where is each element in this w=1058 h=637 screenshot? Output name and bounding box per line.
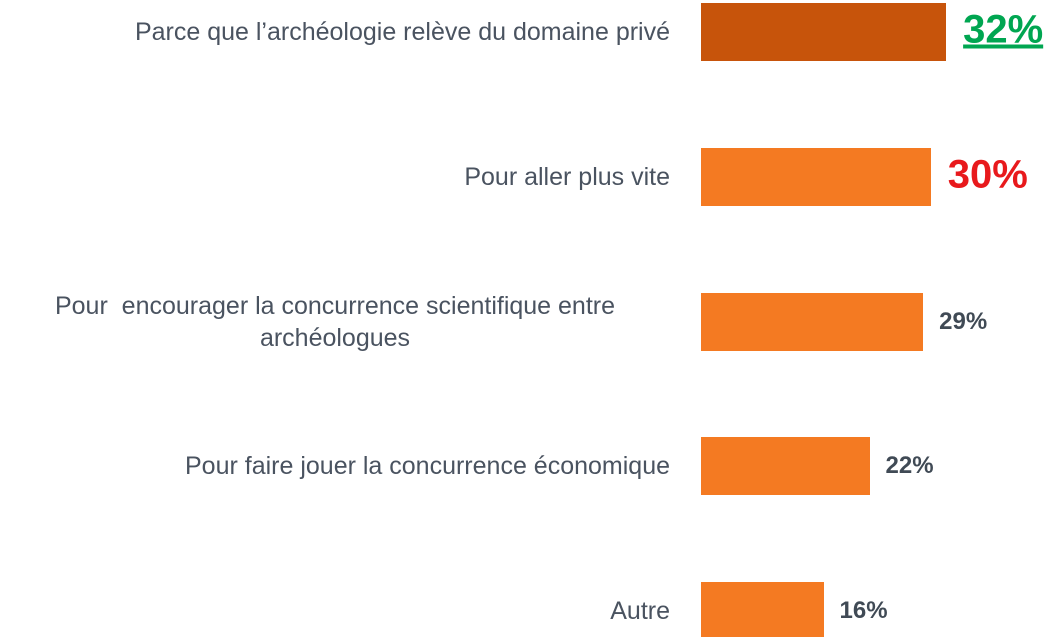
category-label: Autre — [610, 597, 670, 626]
value-label: 32% — [963, 7, 1044, 52]
value-label: 30% — [947, 152, 1028, 197]
category-label: Pour aller plus vite — [464, 162, 670, 191]
bar — [701, 292, 924, 351]
bar — [701, 582, 824, 637]
category-label: Pour encourager la concurrence scientifi… — [54, 291, 622, 352]
bar — [701, 3, 947, 61]
category-label: Parce que l’archéologie relève du domain… — [134, 18, 670, 46]
bar — [701, 147, 931, 206]
value-label: 16% — [839, 597, 888, 625]
value-label: 29% — [939, 307, 988, 335]
bar — [701, 437, 870, 496]
category-label: Pour faire jouer la concurrence économiq… — [185, 452, 670, 481]
value-label: 22% — [885, 452, 934, 480]
